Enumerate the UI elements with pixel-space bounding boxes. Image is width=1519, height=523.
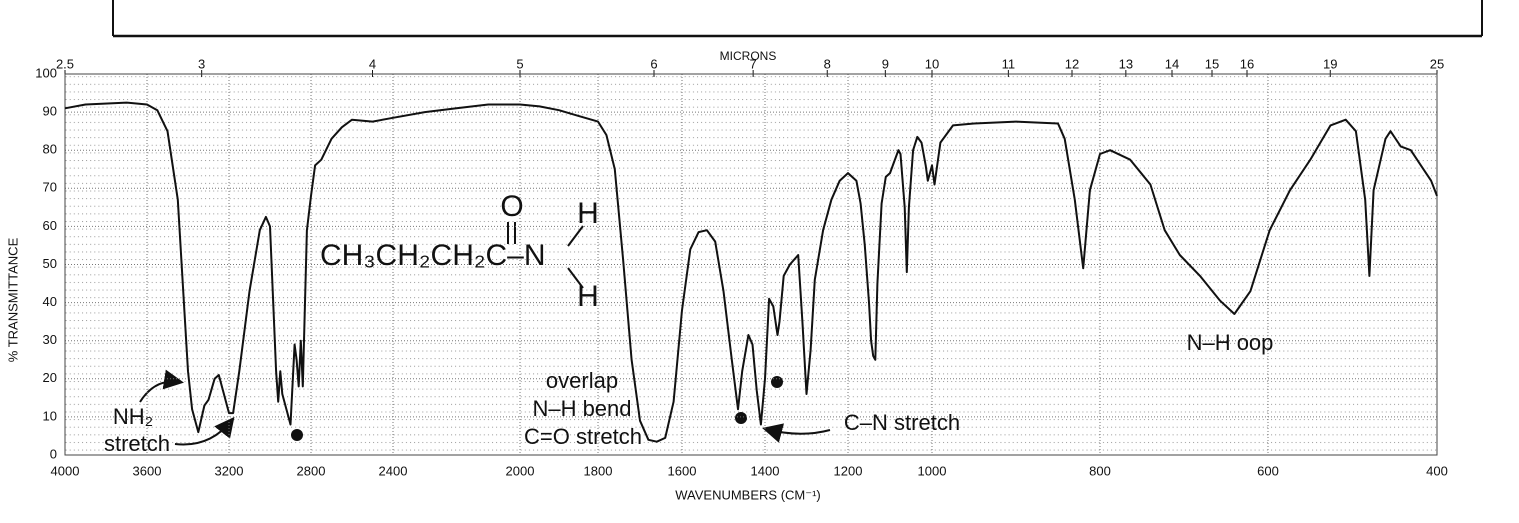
annotation: C–N stretch	[844, 410, 960, 435]
y-tick-label: 30	[43, 332, 57, 347]
x2-axis-label: MICRONS	[720, 49, 777, 63]
y-tick-label: 10	[43, 408, 57, 423]
annotation: CH₃CH₂CH₂C–N	[320, 239, 546, 272]
x2-tick-label: 7	[750, 56, 757, 71]
y-tick-label: 70	[43, 180, 57, 195]
y-tick-label: 20	[43, 370, 57, 385]
annotation: O	[500, 190, 523, 223]
x-tick-label: 3200	[215, 463, 244, 478]
x2-tick-label: 5	[516, 56, 523, 71]
annotation: NH₂	[113, 404, 153, 429]
x-tick-label: 1400	[751, 463, 780, 478]
x-tick-label: 1800	[584, 463, 613, 478]
x-tick-label: 2000	[506, 463, 535, 478]
x-tick-label: 600	[1257, 463, 1279, 478]
x2-tick-label: 9	[882, 56, 889, 71]
annotation: H	[577, 280, 599, 313]
x2-tick-label: 3	[198, 56, 205, 71]
y-tick-label: 0	[50, 446, 57, 461]
x2-tick-label: 25	[1430, 56, 1444, 71]
annotation-arrows	[139, 369, 831, 446]
annotation: H	[577, 197, 599, 230]
annotation: overlap	[546, 368, 618, 393]
annotation: N–H oop	[1187, 330, 1274, 355]
x2-tick-label: 16	[1240, 56, 1254, 71]
x2-tick-label: 15	[1205, 56, 1219, 71]
peak-dots	[291, 376, 783, 441]
annotation: N–H bend	[532, 396, 631, 421]
x-tick-label: 1600	[668, 463, 697, 478]
x2-tick-label: 10	[925, 56, 939, 71]
annotation: C=O stretch	[524, 424, 642, 449]
x2-tick-label: 2.5	[56, 56, 74, 71]
x2-tick-label: 13	[1119, 56, 1133, 71]
x-tick-label: 3600	[133, 463, 162, 478]
x2-tick-label: 11	[1002, 56, 1016, 71]
x-tick-label: 2800	[297, 463, 326, 478]
x-tick-label: 800	[1089, 463, 1111, 478]
x-tick-label: 400	[1426, 463, 1448, 478]
y-tick-label: 50	[43, 256, 57, 271]
y-tick-label: 60	[43, 218, 57, 233]
x-tick-label: 1200	[834, 463, 863, 478]
x-tick-label: 2400	[379, 463, 408, 478]
annotation: stretch	[104, 431, 170, 456]
x-axis-label: WAVENUMBERS (CM⁻¹)	[675, 487, 821, 502]
y-tick-label: 40	[43, 294, 57, 309]
y-tick-label: 90	[43, 104, 57, 119]
x2-tick-label: 19	[1323, 56, 1337, 71]
x2-tick-label: 8	[824, 56, 831, 71]
y-axis-label: % TRANSMITTANCE	[5, 237, 20, 362]
plot-frame	[64, 73, 1438, 456]
header-frame	[112, 0, 1483, 38]
y-tick-label: 80	[43, 142, 57, 157]
x-tick-label: 1000	[918, 463, 947, 478]
x2-tick-label: 12	[1065, 56, 1079, 71]
x2-tick-label: 4	[369, 56, 376, 71]
spectrum-line	[64, 101, 1438, 443]
x2-tick-label: 6	[650, 56, 657, 71]
x2-tick-label: 14	[1165, 56, 1179, 71]
y-tick-label: 100	[35, 65, 57, 80]
x-tick-label: 4000	[51, 463, 80, 478]
structure-bonds	[507, 222, 584, 289]
